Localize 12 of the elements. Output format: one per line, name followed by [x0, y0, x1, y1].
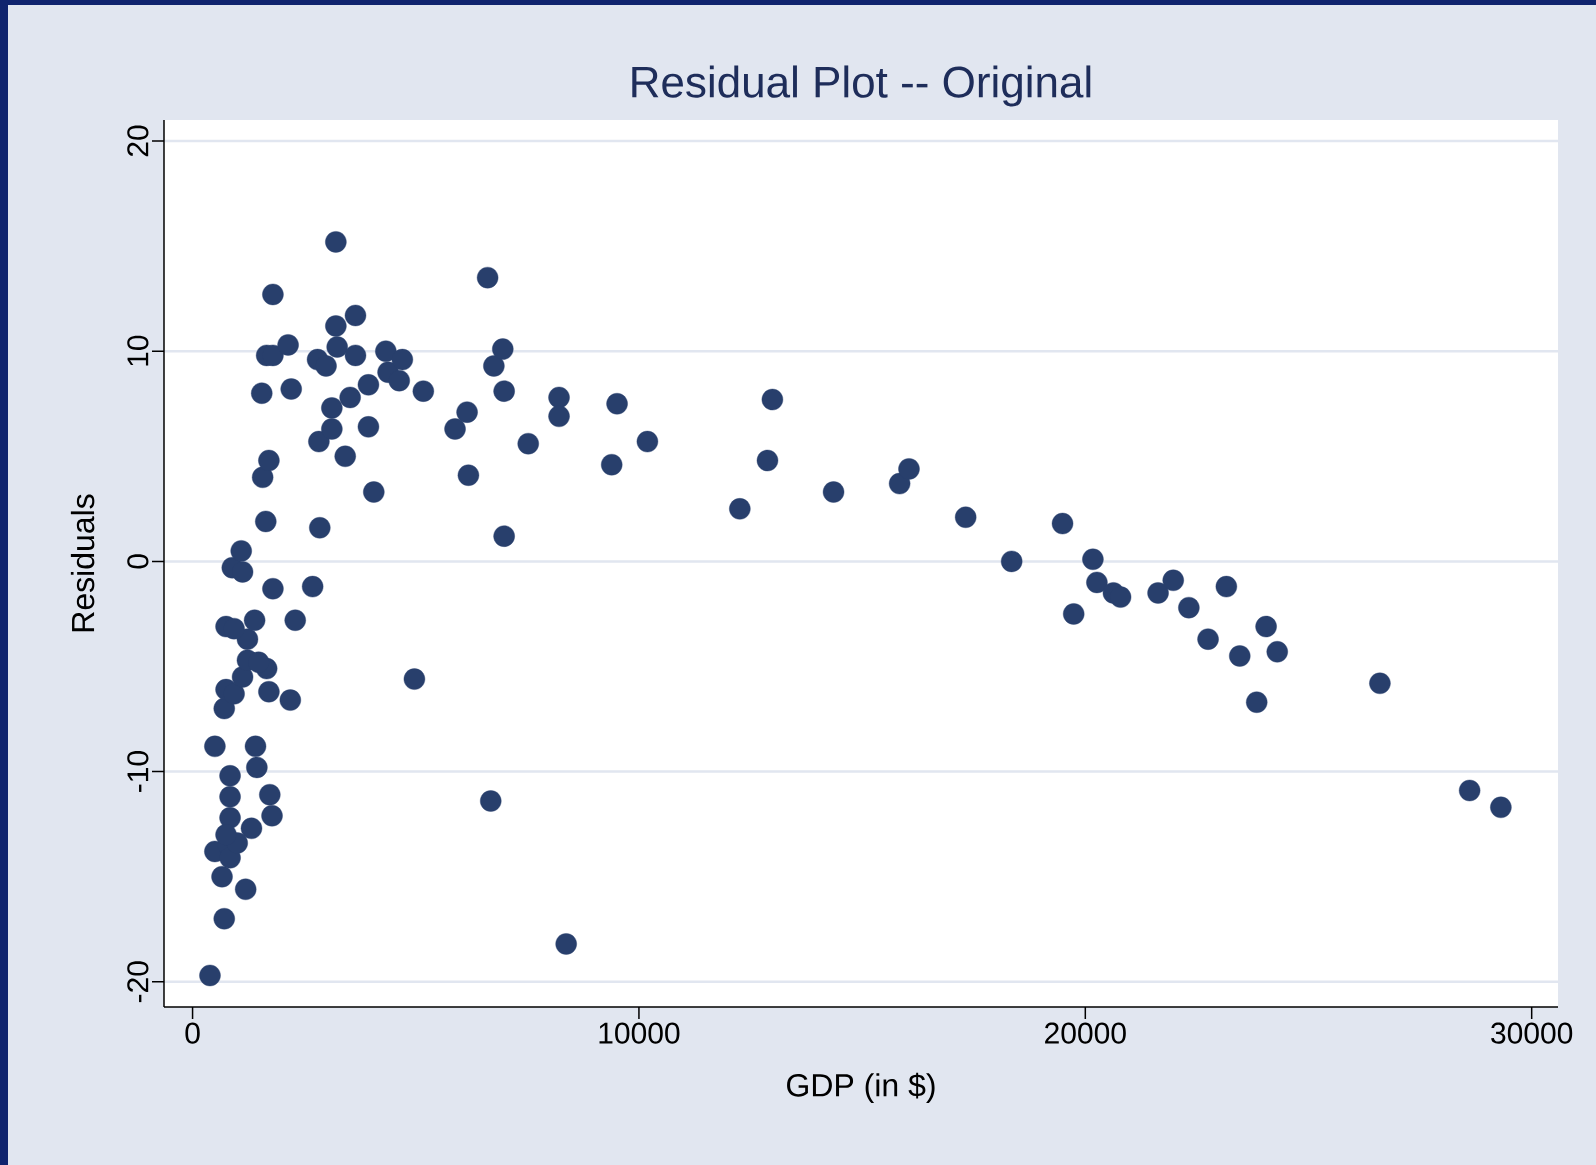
y-tick-label: 10 — [127, 335, 149, 366]
y-tick-label: -20 — [127, 961, 149, 1003]
x-tick-label: 10000 — [599, 1022, 680, 1044]
y-axis-title: Residuals — [70, 494, 95, 632]
x-axis-title: GDP (in $) — [787, 1072, 935, 1103]
x-tick-label: 20000 — [1045, 1022, 1126, 1044]
y-tick-label: 0 — [127, 554, 149, 569]
y-tick-label: -10 — [127, 751, 149, 792]
chart-title: Residual Plot -- Original — [632, 65, 1091, 107]
y-tick-label: 20 — [127, 125, 149, 157]
x-tick-label: 0 — [185, 1022, 200, 1044]
x-tick-label: 30000 — [1491, 1022, 1573, 1044]
